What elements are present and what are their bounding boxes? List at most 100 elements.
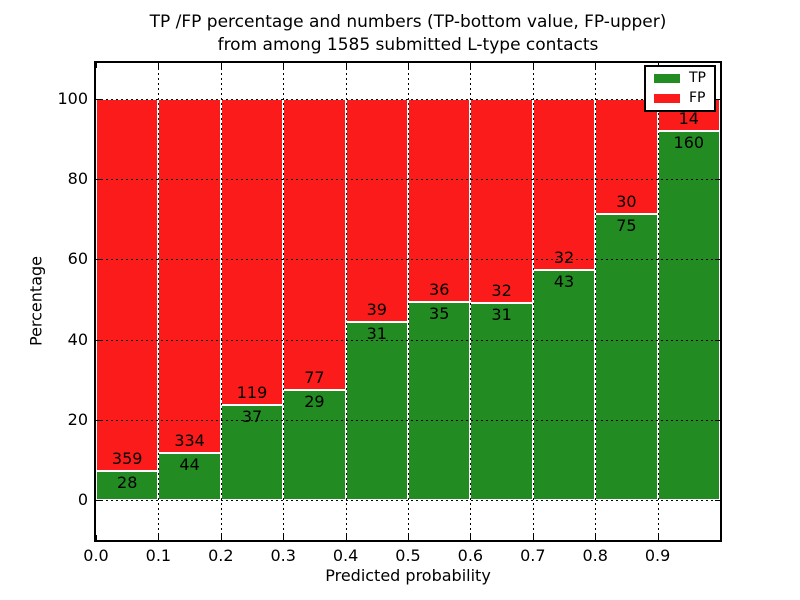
chart-title-line-1: TP /FP percentage and numbers (TP-bottom… [149,12,667,32]
plot-inner: 359 28 334 44 119 37 77 29 39 31 36 35 32 31 32 43 30 75 1… [96,63,720,540]
bar-value-label-tp: 28 [117,472,138,492]
legend-swatch-fp [654,94,680,103]
y-tick-label: 60 [67,249,88,269]
bar-segment-tp [657,131,720,500]
bar-value-label-fp: 36 [429,280,450,300]
bar-segment-tp [470,302,533,500]
tick-mark-y-left [96,419,101,421]
bar-segment-tp [283,390,346,500]
bar-value-label-tp: 29 [304,392,325,412]
x-tick-label: 0.1 [145,546,172,565]
x-tick-label: 0.2 [208,546,234,565]
legend-item-fp: FP [654,91,706,106]
bar-value-label-tp: 44 [179,455,200,475]
tick-mark-y-left [96,179,101,181]
grid-line-vertical [283,63,285,540]
tick-mark-y-right [715,99,720,101]
tick-mark-y-right [715,499,720,501]
grid-line-vertical [408,63,409,540]
tick-mark-x-top [345,63,347,68]
bar-value-label-fp: 334 [174,431,205,451]
tick-mark-x-bottom [345,535,347,540]
tick-mark-y-right [715,339,720,341]
tick-mark-y-right [715,179,720,181]
bar-segment-fp [470,99,533,303]
bar-value-label-fp: 14 [678,109,699,129]
tick-mark-y-left [96,339,101,341]
legend-swatch-tp [654,74,680,83]
tick-mark-x-top [283,63,285,68]
bar-segment-fp [220,99,284,405]
y-axis-label: Percentage [26,255,46,347]
y-tick-label: 80 [67,169,88,189]
tick-mark-y-left [96,259,101,261]
tick-mark-x-bottom [96,535,97,540]
x-tick-label: 0.4 [332,546,359,565]
bar-value-label-fp: 359 [111,448,143,468]
bar-value-label-fp: 32 [553,248,575,268]
x-tick-label: 0.5 [395,546,421,565]
tick-mark-x-top [470,63,472,68]
grid-line-vertical [158,63,160,540]
legend-label-fp: FP [689,90,706,106]
bar-value-label-tp: 35 [429,304,450,324]
bar-segment-fp [532,99,596,271]
x-tick-label: 0.3 [270,546,296,565]
tick-mark-x-bottom [283,535,285,540]
tick-mark-y-left [96,99,101,101]
tick-mark-x-bottom [470,535,472,540]
plot-area: 359 28 334 44 119 37 77 29 39 31 36 35 32 31 32 43 30 75 1… [94,61,722,542]
bar-value-label-fp: 30 [616,191,637,211]
x-tick-label: 0.9 [644,546,671,565]
tick-mark-x-top [220,63,222,68]
bar-segment-tp [345,322,408,500]
tick-mark-y-right [715,419,720,421]
bar-value-label-fp: 119 [236,382,268,402]
legend-item-tp: TP [654,71,706,86]
y-tick-label: 100 [57,89,88,109]
bar-value-label-tp: 31 [491,304,512,324]
bar-value-label-fp: 32 [491,280,512,300]
tick-mark-x-bottom [408,535,409,540]
grid-line-vertical [657,63,659,540]
bar-segment-fp [96,99,159,471]
x-tick-label: 0.0 [83,546,109,565]
tick-mark-x-bottom [158,535,160,540]
tick-mark-x-top [595,63,597,68]
bar-segment-tp [408,302,471,500]
legend: TP FP [644,65,716,112]
bar-segment-tp [96,470,159,500]
grid-line-vertical [220,63,222,540]
tick-mark-x-top [96,63,97,68]
x-tick-label: 0.6 [457,546,484,565]
tick-mark-x-bottom [657,535,659,540]
x-tick-label: 0.7 [520,546,546,565]
bar-segment-tp [595,213,658,500]
x-axis-label: Predicted probability [325,566,491,585]
tick-mark-x-top [408,63,409,68]
grid-line-vertical [595,63,597,540]
bar-value-label-tp: 31 [366,324,387,344]
bar-segment-fp [345,99,408,323]
tick-mark-x-bottom [595,535,597,540]
chart-title: TP /FP percentage and numbers (TP-bottom… [88,11,728,57]
grid-line-vertical [532,63,534,540]
bar-segment-fp [158,99,221,454]
bar-value-label-tp: 75 [616,215,637,235]
bar-value-label-fp: 39 [366,300,387,320]
tick-mark-y-right [715,259,720,261]
bar-value-label-tp: 160 [673,133,705,153]
y-tick-label: 40 [67,329,88,349]
y-tick-label: 20 [67,409,88,429]
y-tick-label: 0 [77,489,88,509]
tick-mark-x-top [532,63,534,68]
bar-segment-fp [408,99,471,303]
bar-segment-tp [158,453,221,500]
bar-value-label-tp: 37 [241,406,263,426]
tick-mark-y-left [96,499,101,501]
grid-line-vertical [345,63,347,540]
chart-title-line-2: from among 1585 submitted L-type contact… [217,35,599,55]
bar-value-label-tp: 43 [553,272,575,292]
x-tick-label: 0.8 [582,546,608,565]
